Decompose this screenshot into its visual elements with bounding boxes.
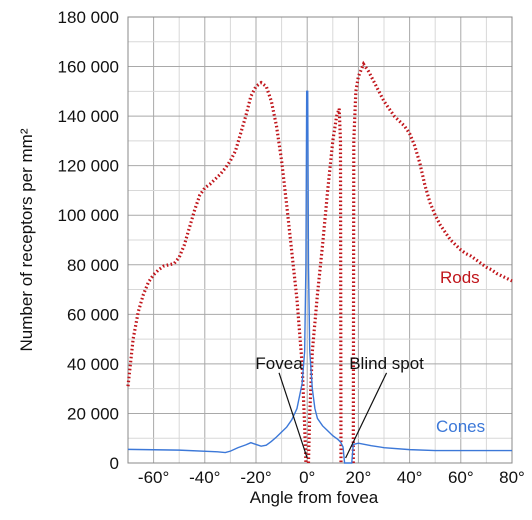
y-tick-label: 140 000 — [58, 107, 119, 126]
y-tick-label: 40 000 — [67, 355, 119, 374]
x-tick-label: 80° — [499, 468, 525, 487]
series-rods-line — [351, 60, 513, 464]
y-tick-label: 0 — [110, 454, 119, 473]
x-tick-label: 20° — [346, 468, 372, 487]
tick-labels: -60° -40° -20° 0° 20° 40° 60° 80° 0 20 000 40 000 6… — [58, 8, 525, 487]
x-tick-label: -60° — [138, 468, 169, 487]
y-tick-label: 180 000 — [58, 8, 119, 27]
x-tick-label: 60° — [448, 468, 474, 487]
annotation-blind-spot-pointer — [345, 372, 388, 459]
y-tick-label: 80 000 — [67, 256, 119, 275]
y-axis-label: Number of receptors per mm² — [17, 128, 36, 351]
x-tick-label: 40° — [397, 468, 423, 487]
y-tick-label: 100 000 — [58, 206, 119, 225]
x-axis-label: Angle from fovea — [250, 488, 379, 507]
y-tick-label: 160 000 — [58, 58, 119, 77]
series-cones-line — [127, 90, 512, 464]
y-tick-label: 20 000 — [67, 404, 119, 423]
annotation-layer: Fovea Blind spot — [255, 354, 424, 459]
x-tick-label: 0° — [299, 468, 315, 487]
annotation-fovea-pointer — [278, 372, 308, 459]
y-tick-label: 60 000 — [67, 305, 119, 324]
plot-frame — [127, 16, 513, 464]
legend-rods-label: Rods — [440, 268, 480, 287]
y-tick-label: 120 000 — [58, 157, 119, 176]
x-tick-label: -40° — [189, 468, 220, 487]
annotation-fovea-label: Fovea — [255, 354, 303, 373]
series-layer — [126, 60, 513, 464]
plot-border — [127, 16, 513, 464]
series-rods-line — [306, 108, 343, 464]
legend-cones-label: Cones — [436, 417, 485, 436]
annotation-blind-spot-label: Blind spot — [349, 354, 424, 373]
x-tick-label: -20° — [240, 468, 271, 487]
